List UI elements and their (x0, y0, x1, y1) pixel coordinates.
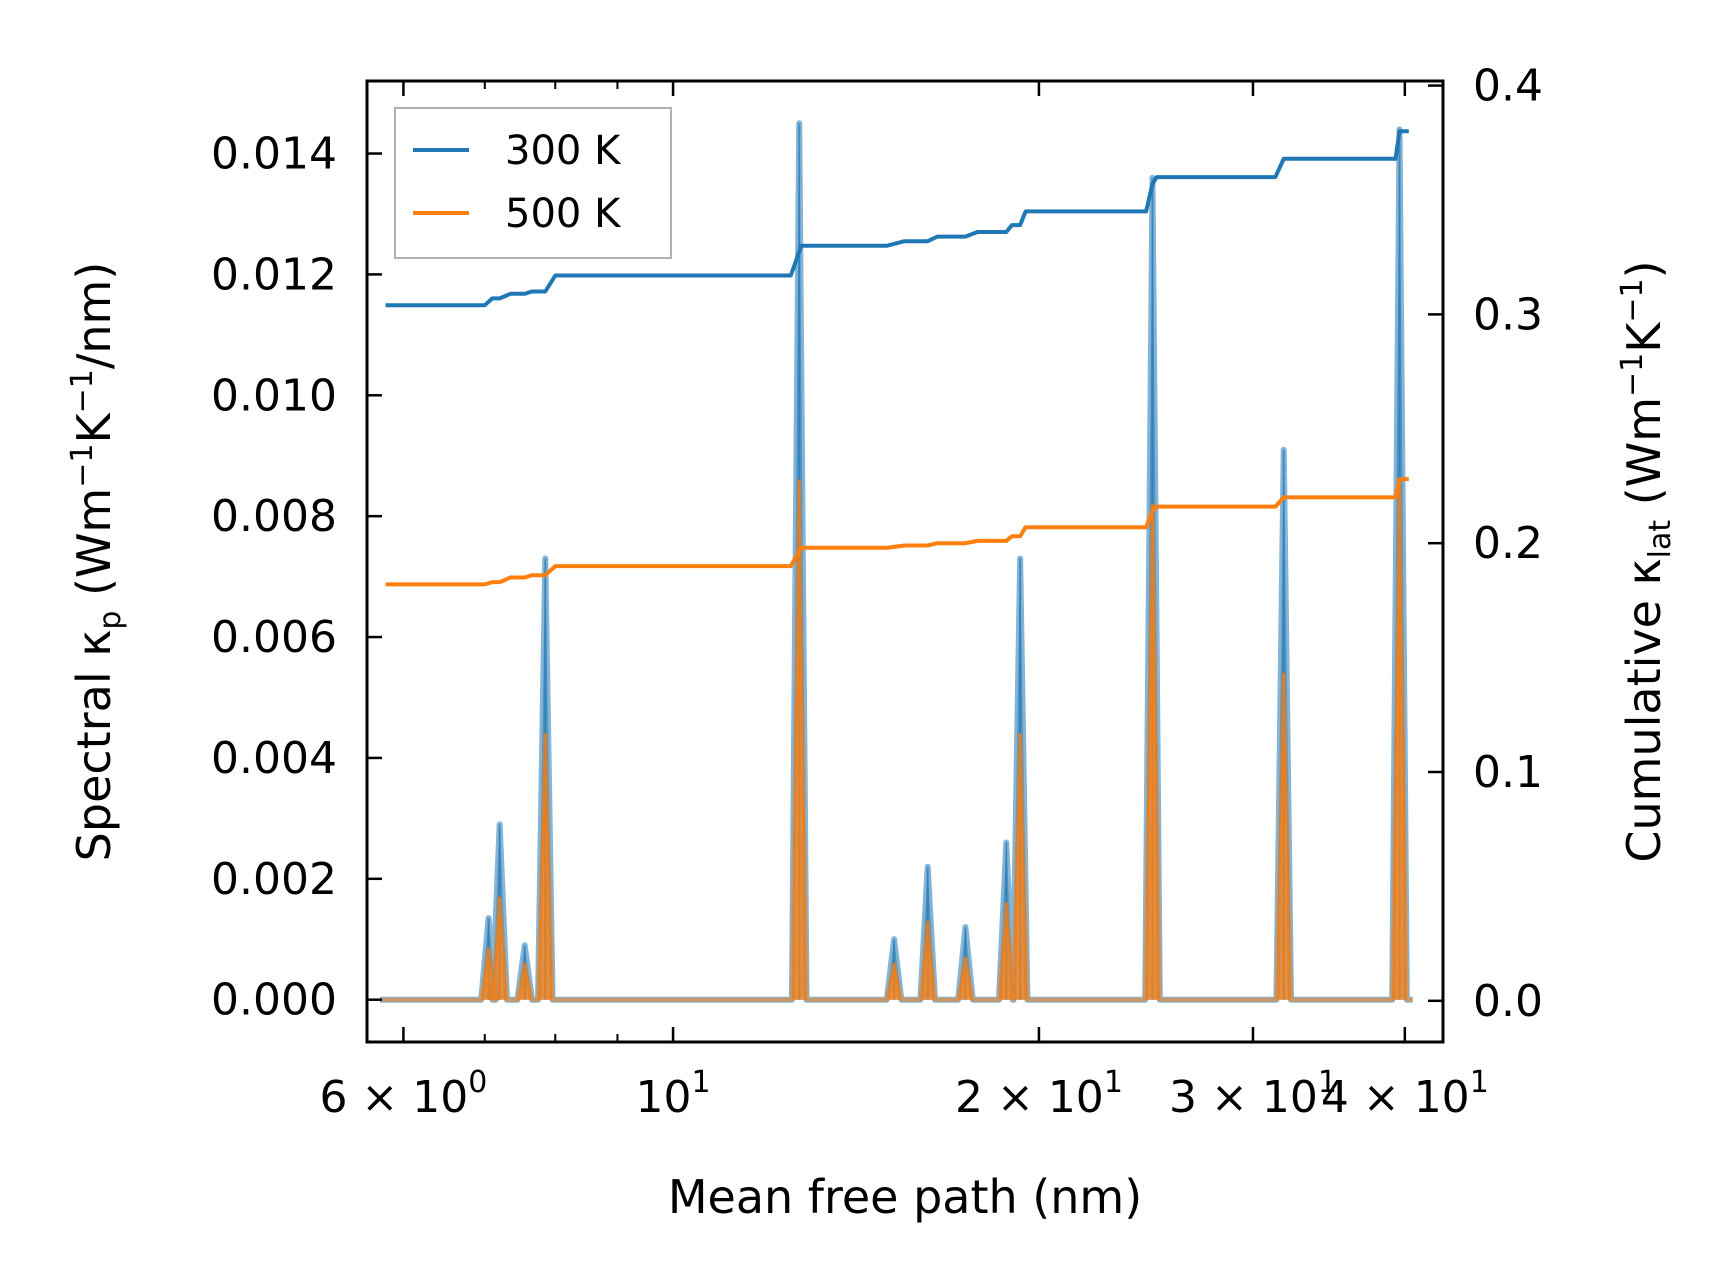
y-right-tick-label-0: 0.0 (1473, 976, 1543, 1027)
y-left-tick-label-7: 0.014 (211, 129, 337, 180)
x-tick-label-1: 101 (636, 1065, 711, 1123)
y-right-tick-label-1: 0.1 (1473, 747, 1543, 798)
legend-label-300k: 300 K (505, 128, 622, 174)
plot-frame (365, 79, 1445, 1044)
x-tick-label-2: 2 × 101 (955, 1065, 1123, 1123)
y-axis-left-label: Spectral κp (Wm−1K−1/nm) (65, 262, 128, 862)
cumulative-line-300k (385, 129, 1409, 308)
x-tick-label-4: 4 × 101 (1321, 1065, 1489, 1123)
legend-box (394, 107, 672, 259)
y-axis-right-label: Cumulative κlat (Wm−1K−1) (1615, 260, 1678, 862)
y-left-tick-label-0: 0.000 (211, 975, 337, 1026)
cumulative-line-500k (385, 477, 1409, 587)
y-left-tick-label-6: 0.012 (211, 249, 337, 300)
x-axis-label: Mean free path (nm) (668, 1170, 1142, 1224)
y-left-tick-label-1: 0.002 (211, 854, 337, 905)
legend: 300 K 500 K (394, 107, 672, 259)
x-tick-label-3: 3 × 101 (1169, 1065, 1337, 1123)
legend-label-500k: 500 K (505, 191, 622, 237)
y-right-tick-label-3: 0.3 (1473, 289, 1543, 340)
spectral-layer (380, 120, 1413, 1003)
y-left-tick-label-3: 0.006 (211, 612, 337, 663)
y-left-tick-label-2: 0.004 (211, 733, 337, 784)
y-right-tick-label-4: 0.4 (1473, 61, 1543, 112)
x-tick-label-0: 6 × 100 (319, 1065, 487, 1123)
y-left-tick-label-5: 0.010 (211, 370, 337, 421)
y-left-tick-label-4: 0.008 (211, 491, 337, 542)
y-right-tick-label-2: 0.2 (1473, 518, 1543, 569)
cumulative-layer (385, 129, 1409, 587)
tick-layer: 0.000 0.002 0.004 0.006 0.008 0.010 0.012 0.014… (211, 61, 1543, 1123)
